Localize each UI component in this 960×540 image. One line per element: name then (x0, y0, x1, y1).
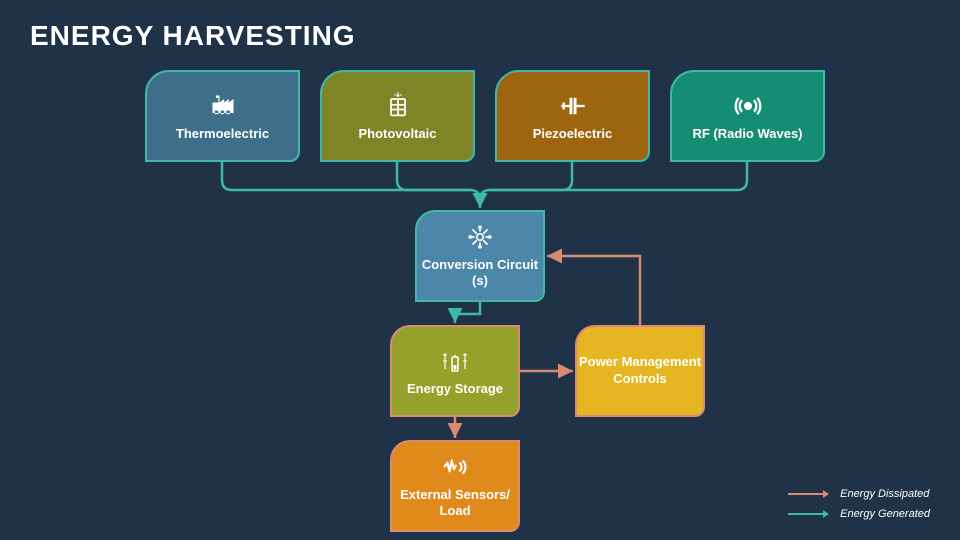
source-label: RF (Radio Waves) (692, 126, 802, 141)
legend-dissipated-label: Energy Dissipated (840, 488, 929, 500)
source-label: Piezoelectric (533, 126, 613, 141)
legend-generated: .legend-row:nth-child(2) .legend-line::a… (788, 508, 930, 520)
legend-generated-label: Energy Generated (840, 508, 930, 520)
factory-icon (209, 92, 237, 120)
battery-icon (441, 347, 469, 375)
source-label: Photovoltaic (358, 126, 436, 141)
source-label: Thermoelectric (176, 126, 269, 141)
storage-node: Energy Storage (390, 325, 520, 417)
storage-label: Energy Storage (407, 381, 503, 396)
source-thermoelectric: Thermoelectric (145, 70, 300, 162)
legend-dissipated: .legend-row:nth-child(1) .legend-line::a… (788, 488, 930, 500)
source-photovoltaic: Photovoltaic (320, 70, 475, 162)
external-label: External Sensors/ Load (392, 487, 518, 518)
power-mgmt-node: Power Management Controls (575, 325, 705, 417)
solar-icon (384, 92, 412, 120)
source-rf: RF (Radio Waves) (670, 70, 825, 162)
power-mgmt-label: Power Management Controls (577, 354, 703, 388)
circuit-icon (466, 223, 494, 251)
piezo-icon (559, 92, 587, 120)
sensor-icon (441, 453, 469, 481)
conversion-node: Conversion Circuit (s) (415, 210, 545, 302)
external-node: External Sensors/ Load (390, 440, 520, 532)
conversion-label: Conversion Circuit (s) (417, 257, 543, 288)
legend: .legend-row:nth-child(1) .legend-line::a… (788, 480, 930, 520)
source-piezoelectric: Piezoelectric (495, 70, 650, 162)
page-title: ENERGY HARVESTING (30, 20, 356, 52)
rf-icon (734, 92, 762, 120)
